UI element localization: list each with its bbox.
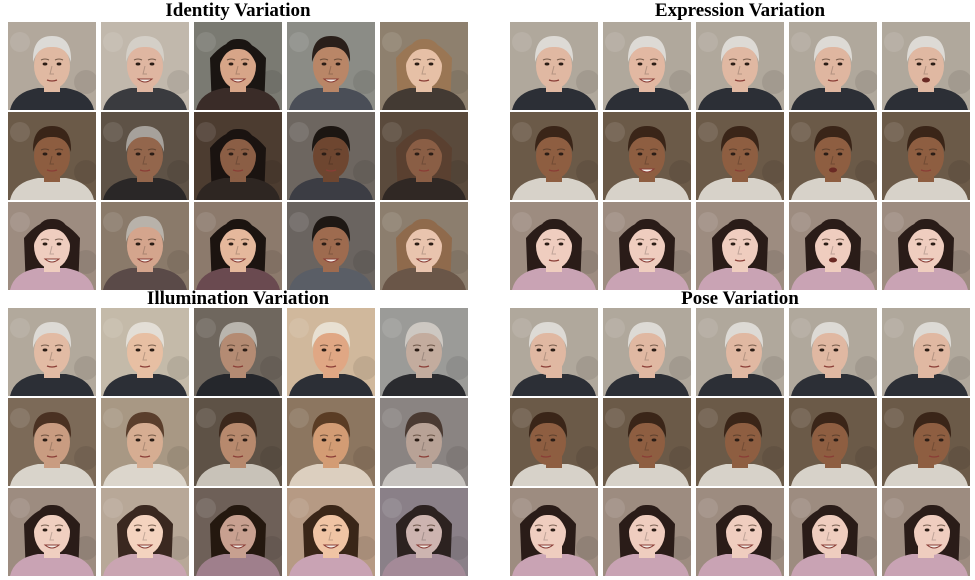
- face-row-young-boy: [8, 398, 468, 486]
- face-image: [194, 398, 282, 486]
- face-image: [101, 398, 189, 486]
- face-image: [194, 202, 282, 290]
- face-image: [603, 112, 691, 200]
- face-image: [696, 22, 784, 110]
- face-image: [510, 308, 598, 396]
- face-image: [194, 488, 282, 576]
- face-image: [194, 112, 282, 200]
- face-image: [287, 398, 375, 486]
- face-row-young-woman: [8, 488, 468, 576]
- panel-title: Expression Variation: [654, 0, 826, 21]
- panel-illumination: Illumination Variation: [8, 288, 468, 580]
- face-image: [101, 22, 189, 110]
- face-image: [603, 398, 691, 486]
- face-image: [789, 202, 877, 290]
- face-image: [510, 112, 598, 200]
- face-image: [380, 488, 468, 576]
- face-row-older-man: [8, 308, 468, 396]
- panel-identity: Identity Variation: [8, 0, 468, 292]
- face-image: [380, 112, 468, 200]
- face-image: [696, 488, 784, 576]
- face-image: [603, 488, 691, 576]
- face-image: [380, 202, 468, 290]
- face-image: [882, 488, 970, 576]
- face-row-young-woman: [510, 488, 970, 576]
- face-row-older-man: [510, 308, 970, 396]
- face-image: [789, 308, 877, 396]
- face-image: [287, 112, 375, 200]
- face-image: [882, 112, 970, 200]
- face-image: [603, 308, 691, 396]
- face-image: [696, 202, 784, 290]
- face-image: [287, 22, 375, 110]
- face-image: [8, 112, 96, 200]
- face-image: [101, 308, 189, 396]
- face-image: [789, 112, 877, 200]
- face-image: [8, 488, 96, 576]
- face-image: [380, 22, 468, 110]
- face-image: [8, 308, 96, 396]
- face-image: [194, 308, 282, 396]
- panel-pose: Pose Variation: [510, 288, 970, 580]
- face-row-young-woman: [8, 202, 468, 290]
- panel-title: Illumination Variation: [146, 288, 330, 309]
- face-image: [696, 308, 784, 396]
- face-image: [101, 488, 189, 576]
- face-row-older-man: [8, 22, 468, 110]
- face-image: [194, 22, 282, 110]
- face-image: [789, 488, 877, 576]
- face-image: [510, 398, 598, 486]
- face-image: [882, 398, 970, 486]
- face-image: [510, 202, 598, 290]
- face-image: [789, 22, 877, 110]
- face-image: [882, 22, 970, 110]
- panel-title: Identity Variation: [165, 0, 311, 21]
- face-image: [882, 202, 970, 290]
- face-image: [510, 22, 598, 110]
- panel-title: Pose Variation: [681, 288, 799, 309]
- face-image: [287, 202, 375, 290]
- face-image: [287, 488, 375, 576]
- face-image: [510, 488, 598, 576]
- face-image: [101, 112, 189, 200]
- face-image: [8, 398, 96, 486]
- face-row-young-boy: [8, 112, 468, 200]
- face-image: [603, 202, 691, 290]
- face-image: [101, 202, 189, 290]
- face-image: [8, 22, 96, 110]
- face-row-older-man: [510, 22, 970, 110]
- face-row-young-boy: [510, 112, 970, 200]
- face-image: [696, 112, 784, 200]
- face-image: [789, 398, 877, 486]
- face-image: [380, 398, 468, 486]
- face-image: [287, 308, 375, 396]
- face-image: [696, 398, 784, 486]
- face-image: [603, 22, 691, 110]
- face-image: [882, 308, 970, 396]
- face-image: [380, 308, 468, 396]
- face-image: [8, 202, 96, 290]
- panel-expression: Expression Variation: [510, 0, 970, 292]
- face-row-young-woman: [510, 202, 970, 290]
- face-row-young-boy: [510, 398, 970, 486]
